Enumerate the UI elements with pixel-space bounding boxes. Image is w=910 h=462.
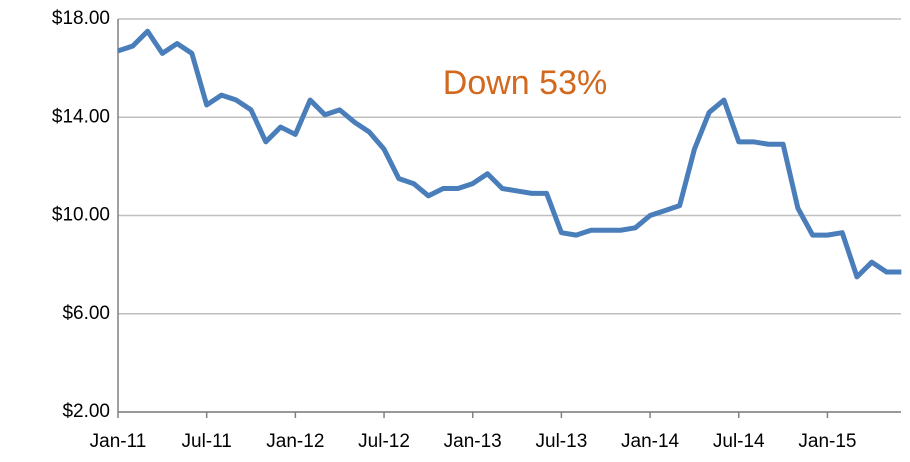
x-tick-label: Jan-12	[266, 431, 324, 452]
y-tick-label: $14.00	[52, 106, 110, 127]
x-tick-label: Jan-13	[444, 431, 502, 452]
x-tick-label: Jul-12	[358, 431, 410, 452]
y-tick-label: $6.00	[62, 303, 110, 324]
x-tick-label: Jul-14	[713, 431, 765, 452]
y-tick-label: $18.00	[52, 8, 110, 29]
x-tick-label: Jan-14	[621, 431, 680, 452]
x-tick-label: Jul-11	[182, 431, 232, 452]
x-tick-label: Jan-15	[798, 431, 856, 452]
price-line	[117, 28, 902, 280]
y-tick-label: $2.00	[62, 401, 110, 422]
annotation: Down 53%	[443, 64, 607, 102]
x-tick-label: Jan-11	[90, 431, 147, 452]
y-tick-label: $10.00	[52, 205, 110, 226]
x-tick-label: Jul-13	[536, 431, 588, 452]
